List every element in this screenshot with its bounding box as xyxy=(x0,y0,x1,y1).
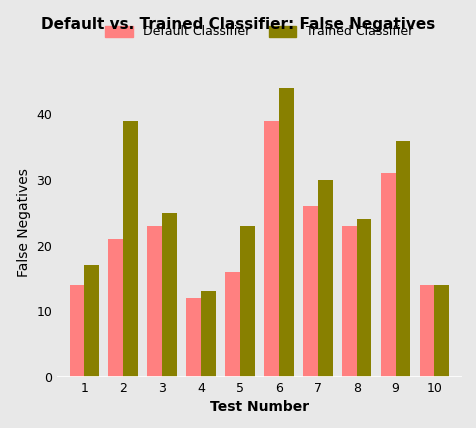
Bar xyxy=(381,173,396,377)
Bar xyxy=(342,226,357,377)
Bar xyxy=(123,121,138,377)
Bar xyxy=(84,265,99,377)
X-axis label: Test Number: Test Number xyxy=(210,400,309,414)
Bar xyxy=(303,206,318,377)
Bar xyxy=(240,226,255,377)
Y-axis label: False Negatives: False Negatives xyxy=(17,168,31,277)
Bar xyxy=(279,88,294,377)
Bar xyxy=(225,272,240,377)
Bar xyxy=(264,121,279,377)
Bar xyxy=(69,285,84,377)
Bar xyxy=(109,239,123,377)
Bar xyxy=(435,285,449,377)
Bar xyxy=(148,226,162,377)
Bar xyxy=(396,141,410,377)
Bar xyxy=(186,298,201,377)
Bar xyxy=(318,180,333,377)
Legend: Default Classifier, Trained Classifier: Default Classifier, Trained Classifier xyxy=(105,25,414,39)
Bar xyxy=(420,285,435,377)
Bar xyxy=(357,219,371,377)
Bar xyxy=(201,291,216,377)
Bar xyxy=(162,213,177,377)
Text: Default vs. Trained Classifier: False Negatives: Default vs. Trained Classifier: False Ne… xyxy=(41,17,435,32)
